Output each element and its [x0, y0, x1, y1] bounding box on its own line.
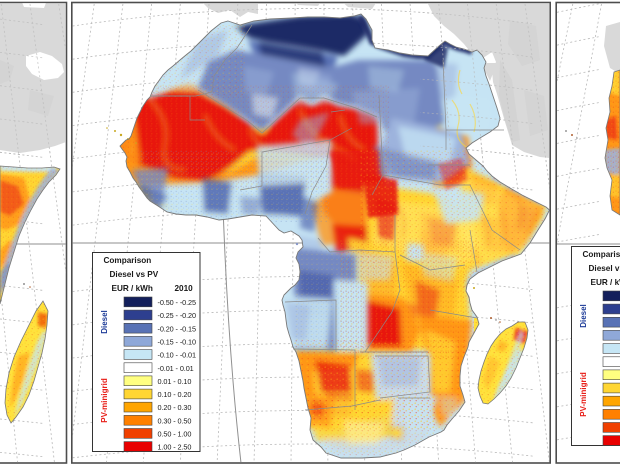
svg-text:Diesel vs PV: Diesel vs PV	[589, 264, 620, 273]
svg-text:-0.10 - -0.01: -0.10 - -0.01	[158, 351, 196, 360]
svg-text:EUR / kWh: EUR / kWh	[591, 278, 620, 287]
svg-text:1.00 - 2.50: 1.00 - 2.50	[158, 443, 192, 452]
svg-text:-0.50 - -0.25: -0.50 - -0.25	[158, 298, 196, 307]
svg-text:Diesel: Diesel	[100, 310, 109, 334]
svg-text:-0.01 - 0.01: -0.01 - 0.01	[158, 364, 194, 373]
svg-text:EUR / kWh: EUR / kWh	[112, 284, 153, 293]
svg-text:PV-minigrid: PV-minigrid	[579, 372, 588, 417]
svg-text:-0.15 - -0.10: -0.15 - -0.10	[158, 337, 196, 346]
svg-text:0.20 - 0.30: 0.20 - 0.30	[158, 403, 192, 412]
svg-text:Diesel: Diesel	[579, 304, 588, 328]
svg-text:0.30 - 0.50: 0.30 - 0.50	[158, 416, 192, 425]
svg-text:-0.25 - -0.20: -0.25 - -0.20	[158, 311, 196, 320]
svg-text:2010: 2010	[175, 284, 194, 293]
svg-text:Comparison: Comparison	[583, 250, 620, 259]
svg-text:Comparison: Comparison	[104, 256, 152, 265]
svg-text:Diesel vs PV: Diesel vs PV	[110, 270, 159, 279]
svg-text:PV-minigrid: PV-minigrid	[100, 378, 109, 423]
svg-text:0.10 - 0.20: 0.10 - 0.20	[158, 390, 192, 399]
svg-text:0.01 - 0.10: 0.01 - 0.10	[158, 377, 192, 386]
svg-text:-0.20 - -0.15: -0.20 - -0.15	[158, 324, 196, 333]
svg-text:0.50 - 1.00: 0.50 - 1.00	[158, 430, 192, 439]
